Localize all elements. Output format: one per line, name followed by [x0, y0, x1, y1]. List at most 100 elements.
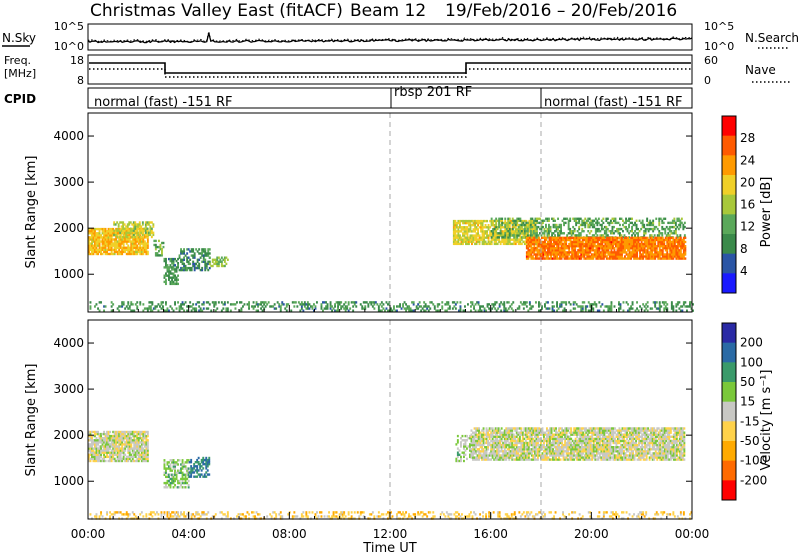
- power-cell: [160, 303, 163, 306]
- power-cell: [531, 224, 534, 227]
- velocity-cell: [187, 486, 190, 489]
- power-cell: [679, 309, 682, 312]
- power-cell: [172, 272, 175, 275]
- velocity-cell: [98, 445, 101, 448]
- power-cell: [624, 238, 626, 242]
- velocity-cell: [172, 486, 175, 489]
- velocity-cell: [112, 434, 115, 438]
- velocity-cell: [485, 437, 488, 441]
- power-cell: [496, 226, 499, 229]
- power-cell: [441, 305, 444, 308]
- power-cell: [487, 226, 490, 229]
- power-cell: [676, 303, 679, 306]
- power-cell: [654, 251, 657, 254]
- velocity-cell: [500, 433, 503, 436]
- power-cell: [340, 305, 343, 308]
- power-cell: [566, 245, 569, 248]
- power-cell: [663, 242, 666, 246]
- velocity-cell: [92, 453, 95, 456]
- power-cell: [578, 247, 581, 250]
- velocity-cell: [136, 432, 139, 436]
- power-cell: [565, 245, 568, 248]
- power-cell: [145, 252, 148, 256]
- power-cell: [551, 217, 554, 220]
- power-cell: [547, 251, 549, 254]
- power-cell: [198, 301, 201, 304]
- power-cell: [103, 227, 106, 231]
- power-cell: [310, 305, 312, 308]
- velocity-cell: [472, 454, 474, 457]
- power-cell: [608, 257, 611, 260]
- power-cell: [557, 227, 560, 231]
- power-cell: [580, 255, 583, 258]
- power-cell: [679, 219, 682, 222]
- power-cell: [257, 303, 260, 306]
- power-cell: [556, 253, 559, 256]
- velocity-cell: [119, 457, 122, 461]
- power-cell: [104, 238, 107, 241]
- velocity-cell: [139, 455, 142, 459]
- power-cell: [131, 252, 134, 256]
- power-cell: [682, 301, 685, 304]
- power-cell: [652, 247, 655, 250]
- power-cell: [608, 238, 611, 242]
- power-cell: [584, 236, 587, 240]
- power-cell: [184, 301, 187, 304]
- power-cell: [592, 240, 595, 244]
- velocity-cell: [481, 450, 484, 453]
- power-cell: [421, 307, 424, 310]
- velocity-cell: [500, 431, 503, 434]
- power-cell: [619, 217, 621, 220]
- power-cell: [667, 245, 670, 248]
- noise-traces: [87, 31, 693, 44]
- power-cell: [514, 236, 517, 239]
- power-cell: [655, 247, 658, 250]
- velocity-cell: [472, 435, 474, 438]
- power-cell: [104, 234, 107, 237]
- velocity-cell: [116, 445, 119, 448]
- power-cell: [169, 280, 172, 284]
- power-cell: [166, 309, 169, 312]
- power-cell: [581, 221, 584, 225]
- power-cell: [91, 250, 93, 254]
- power-cell: [596, 257, 599, 260]
- velocity-cell: [485, 427, 488, 430]
- power-cell: [651, 257, 654, 260]
- power-cell: [502, 221, 505, 225]
- velocity-cell: [146, 449, 149, 452]
- velocity-cell: [118, 441, 121, 444]
- power-cell: [171, 266, 174, 269]
- power-cell: [484, 226, 487, 229]
- power-cell: [103, 244, 106, 247]
- power-cell: [619, 255, 622, 258]
- power-cell: [637, 245, 640, 248]
- velocity-cell: [175, 475, 178, 479]
- power-cell: [94, 227, 96, 231]
- power-cell: [495, 232, 498, 235]
- power-cell: [560, 240, 563, 244]
- power-cell: [541, 251, 543, 254]
- power-cell: [577, 251, 580, 254]
- power-cell: [513, 232, 516, 235]
- power-cell: [580, 240, 583, 244]
- power-cell: [463, 228, 466, 231]
- power-cell: [620, 217, 623, 220]
- power-cell: [542, 253, 545, 256]
- power-cell: [371, 301, 374, 304]
- velocity-cell: [479, 433, 482, 436]
- power-cell: [114, 223, 117, 226]
- power-cell: [125, 227, 128, 231]
- power-cell: [667, 242, 670, 246]
- power-cell: [665, 225, 668, 229]
- power-cell: [116, 240, 119, 243]
- power-cell: [104, 246, 107, 249]
- power-cell: [98, 301, 101, 304]
- power-cell: [470, 301, 472, 304]
- power-cell: [174, 278, 177, 281]
- power-cell: [399, 305, 402, 308]
- power-cell: [462, 226, 464, 229]
- power-cell: [455, 224, 458, 227]
- power-cell: [533, 240, 536, 244]
- velocity-cell: [107, 447, 110, 450]
- power-cell: [666, 238, 669, 242]
